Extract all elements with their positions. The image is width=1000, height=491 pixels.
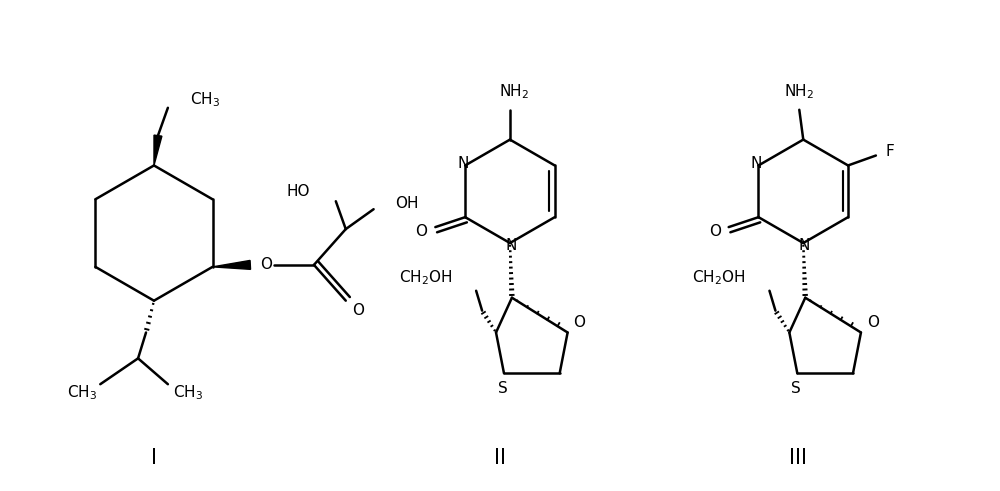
- Text: CH$_3$: CH$_3$: [173, 383, 203, 402]
- Text: O: O: [574, 315, 586, 330]
- Text: O: O: [867, 315, 879, 330]
- Text: OH: OH: [395, 196, 419, 211]
- Text: II: II: [494, 448, 506, 468]
- Text: NH$_2$: NH$_2$: [499, 82, 529, 101]
- Text: O: O: [709, 223, 721, 239]
- Text: O: O: [415, 223, 427, 239]
- Text: S: S: [498, 381, 508, 396]
- Text: HO: HO: [286, 184, 310, 199]
- Polygon shape: [154, 135, 162, 165]
- Text: CH$_3$: CH$_3$: [190, 90, 220, 109]
- Text: O: O: [260, 257, 272, 273]
- Text: S: S: [791, 381, 801, 396]
- Text: N: N: [457, 156, 469, 171]
- Text: NH$_2$: NH$_2$: [784, 82, 814, 101]
- Text: CH$_3$: CH$_3$: [67, 383, 97, 402]
- Text: CH$_2$OH: CH$_2$OH: [692, 269, 746, 287]
- Text: N: N: [505, 239, 517, 253]
- Text: CH$_2$OH: CH$_2$OH: [399, 269, 452, 287]
- Text: N: N: [799, 239, 810, 253]
- Polygon shape: [213, 260, 251, 270]
- Text: III: III: [789, 448, 807, 468]
- Text: N: N: [751, 156, 762, 171]
- Text: F: F: [885, 144, 894, 159]
- Text: I: I: [151, 448, 157, 468]
- Text: O: O: [352, 303, 364, 318]
